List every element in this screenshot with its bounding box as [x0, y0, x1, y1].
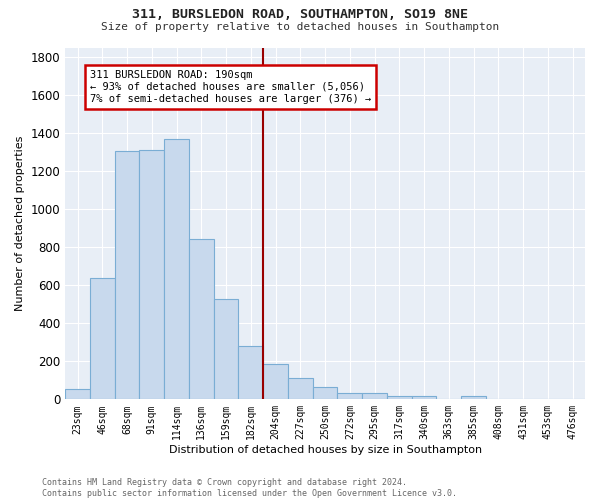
- Bar: [288, 378, 313, 400]
- Bar: [115, 151, 139, 400]
- Text: Size of property relative to detached houses in Southampton: Size of property relative to detached ho…: [101, 22, 499, 32]
- Bar: [387, 396, 412, 400]
- Bar: [189, 238, 214, 400]
- Text: 311, BURSLEDON ROAD, SOUTHAMPTON, SO19 8NE: 311, BURSLEDON ROAD, SOUTHAMPTON, SO19 8…: [132, 8, 468, 20]
- Bar: [164, 139, 189, 400]
- Bar: [139, 150, 164, 400]
- Bar: [337, 392, 362, 400]
- Bar: [238, 346, 263, 400]
- Bar: [214, 300, 238, 400]
- Bar: [65, 389, 90, 400]
- Bar: [461, 396, 486, 400]
- Bar: [90, 278, 115, 400]
- Y-axis label: Number of detached properties: Number of detached properties: [15, 136, 25, 311]
- Bar: [263, 364, 288, 400]
- Bar: [362, 392, 387, 400]
- Bar: [313, 387, 337, 400]
- Bar: [412, 396, 436, 400]
- X-axis label: Distribution of detached houses by size in Southampton: Distribution of detached houses by size …: [169, 445, 482, 455]
- Text: 311 BURSLEDON ROAD: 190sqm
← 93% of detached houses are smaller (5,056)
7% of se: 311 BURSLEDON ROAD: 190sqm ← 93% of deta…: [90, 70, 371, 104]
- Text: Contains HM Land Registry data © Crown copyright and database right 2024.
Contai: Contains HM Land Registry data © Crown c…: [42, 478, 457, 498]
